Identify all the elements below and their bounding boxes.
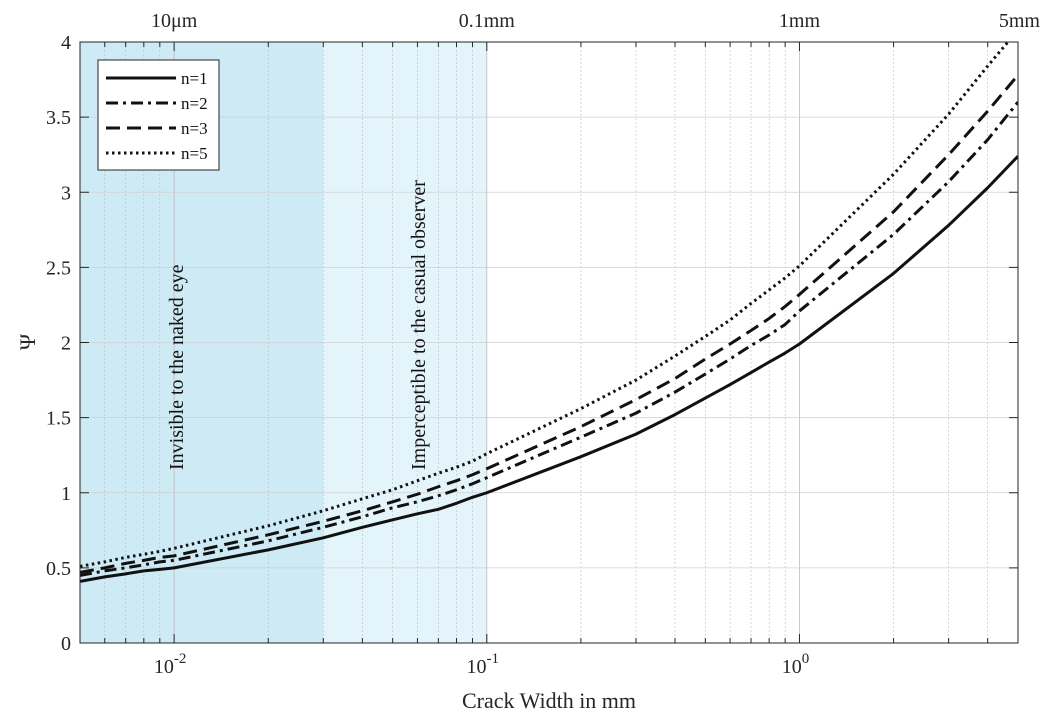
top-axis-label: 5mm	[999, 10, 1041, 32]
top-axis-labels: 10μm 0.1mm 1mm 5mm	[151, 10, 1040, 32]
region-label-1: Imperceptible to the casual observer	[408, 180, 430, 470]
x-tick-label: 10-1	[467, 651, 500, 678]
legend-label-n=2: n=2	[181, 94, 208, 113]
top-axis-label: 1mm	[779, 10, 821, 32]
x-tick-label: 100	[782, 651, 810, 678]
y-tick-label: 3.5	[46, 107, 71, 129]
y-tick-label: 4	[61, 32, 71, 54]
y-tick-label: 0	[61, 633, 71, 655]
y-tick-label: 1.5	[46, 408, 71, 430]
x-tick-label: 10-2	[154, 651, 187, 678]
series-line-n=2	[80, 101, 1018, 577]
legend-label-n=1: n=1	[181, 69, 208, 88]
region-labels: Invisible to the naked eye Imperceptible …	[166, 180, 430, 470]
legend-label-n=5: n=5	[181, 144, 208, 163]
y-tick-label: 1	[61, 483, 71, 505]
y-tick-label: 2	[61, 333, 71, 355]
series-line-n=3	[80, 74, 1018, 574]
top-axis-label: 10μm	[151, 10, 198, 32]
y-tick-label: 0.5	[46, 558, 71, 580]
series-lines	[80, 42, 1018, 583]
y-axis-title: Ψ	[15, 333, 40, 350]
series-line-n=5	[80, 42, 1010, 568]
legend-label-n=3: n=3	[181, 119, 208, 138]
series-line-n=1	[80, 155, 1018, 583]
y-tick-label: 2.5	[46, 257, 71, 279]
y-tick-labels: 0 0.5 1 1.5 2 2.5 3 3.5 4	[46, 32, 71, 655]
axis-ticks	[79, 41, 1019, 644]
x-axis-title: Crack Width in mm	[462, 688, 636, 713]
x-tick-labels: 10-2 10-1 100	[154, 651, 809, 678]
region-label-0: Invisible to the naked eye	[166, 264, 188, 470]
top-axis-label: 0.1mm	[459, 10, 516, 32]
y-tick-label: 3	[61, 182, 71, 204]
legend: n=1 n=2 n=3 n=5	[97, 59, 220, 171]
